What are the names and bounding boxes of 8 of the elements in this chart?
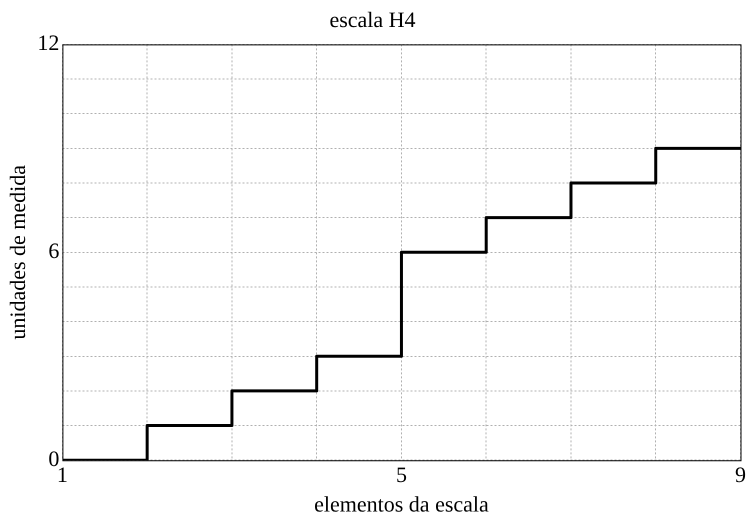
y-axis-title: unidades de medida: [4, 164, 30, 340]
y-tick-label: 0: [48, 446, 60, 471]
y-tick-label: 12: [37, 30, 60, 56]
x-axis-title: elementos da escala: [314, 492, 490, 517]
x-tick-label: 9: [735, 462, 746, 488]
x-tick-label: 5: [396, 462, 407, 488]
y-tick-label: 6: [48, 238, 60, 264]
chart-title: escala H4: [329, 6, 416, 32]
